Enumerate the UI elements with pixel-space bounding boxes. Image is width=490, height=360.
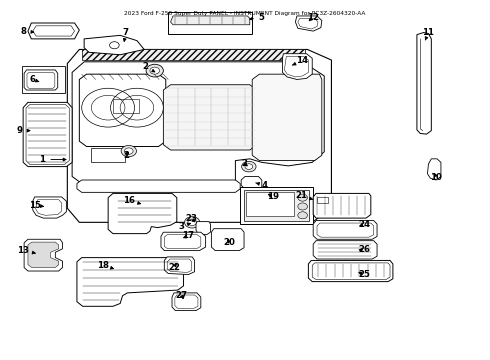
Bar — [246, 192, 294, 216]
Bar — [22, 66, 65, 93]
Polygon shape — [163, 85, 257, 150]
Text: 8: 8 — [20, 27, 34, 36]
Text: 2023 Ford F-250 Super Duty PANEL - INSTRUMENT Diagram for PC3Z-2604320-AA: 2023 Ford F-250 Super Duty PANEL - INSTR… — [124, 11, 366, 15]
Polygon shape — [24, 70, 58, 90]
Polygon shape — [108, 193, 177, 234]
Polygon shape — [77, 180, 240, 192]
Text: 25: 25 — [358, 270, 370, 279]
Text: 1: 1 — [39, 155, 66, 164]
Text: 20: 20 — [224, 238, 236, 247]
Circle shape — [188, 219, 196, 225]
Polygon shape — [28, 23, 79, 39]
Polygon shape — [84, 35, 144, 55]
Polygon shape — [172, 293, 201, 311]
Polygon shape — [72, 62, 324, 184]
Polygon shape — [196, 222, 210, 235]
Polygon shape — [308, 260, 393, 282]
Text: 4: 4 — [256, 181, 267, 190]
Bar — [113, 99, 139, 113]
Polygon shape — [211, 229, 244, 251]
Polygon shape — [313, 221, 377, 239]
Text: 26: 26 — [358, 246, 370, 255]
Polygon shape — [23, 102, 72, 167]
Text: 23: 23 — [185, 214, 197, 223]
Polygon shape — [282, 54, 312, 80]
Text: 5: 5 — [250, 13, 265, 22]
Circle shape — [121, 145, 137, 157]
Polygon shape — [295, 16, 322, 31]
Text: 3: 3 — [179, 222, 191, 231]
Text: 7: 7 — [123, 28, 129, 41]
Text: 10: 10 — [430, 173, 442, 182]
Text: 16: 16 — [123, 196, 141, 205]
Polygon shape — [252, 74, 322, 161]
Bar — [244, 190, 309, 221]
Polygon shape — [241, 176, 262, 190]
Text: 6: 6 — [30, 75, 39, 84]
Polygon shape — [417, 32, 431, 134]
Circle shape — [150, 67, 160, 74]
Bar — [168, 12, 252, 33]
Text: 13: 13 — [17, 246, 35, 255]
Text: 27: 27 — [175, 291, 188, 300]
Text: 2: 2 — [123, 151, 129, 160]
Polygon shape — [313, 241, 377, 259]
Polygon shape — [427, 159, 441, 180]
Bar — [240, 187, 313, 224]
Polygon shape — [82, 49, 305, 60]
Text: 14: 14 — [293, 56, 308, 65]
Text: 19: 19 — [267, 193, 279, 202]
Polygon shape — [77, 258, 184, 306]
Circle shape — [185, 217, 200, 228]
Text: 22: 22 — [168, 263, 180, 272]
Text: 12: 12 — [307, 13, 319, 22]
Polygon shape — [164, 257, 195, 275]
Circle shape — [245, 164, 253, 170]
Polygon shape — [79, 74, 166, 147]
Polygon shape — [24, 239, 63, 271]
Text: 15: 15 — [29, 201, 44, 210]
Polygon shape — [33, 197, 66, 218]
Text: 18: 18 — [98, 261, 113, 270]
Text: 11: 11 — [422, 28, 435, 40]
Circle shape — [124, 148, 133, 154]
Text: 24: 24 — [358, 220, 370, 229]
Text: 21: 21 — [295, 192, 313, 201]
Polygon shape — [28, 242, 59, 267]
Text: 9: 9 — [16, 126, 30, 135]
Text: 2: 2 — [142, 62, 155, 72]
Polygon shape — [313, 193, 371, 218]
Circle shape — [298, 203, 307, 210]
Circle shape — [146, 64, 163, 77]
Bar — [91, 148, 125, 162]
Text: 17: 17 — [182, 231, 195, 240]
Text: 2: 2 — [241, 158, 247, 167]
Circle shape — [298, 194, 307, 201]
Polygon shape — [171, 16, 250, 25]
Circle shape — [242, 161, 256, 172]
Polygon shape — [161, 232, 206, 251]
Circle shape — [298, 212, 307, 219]
